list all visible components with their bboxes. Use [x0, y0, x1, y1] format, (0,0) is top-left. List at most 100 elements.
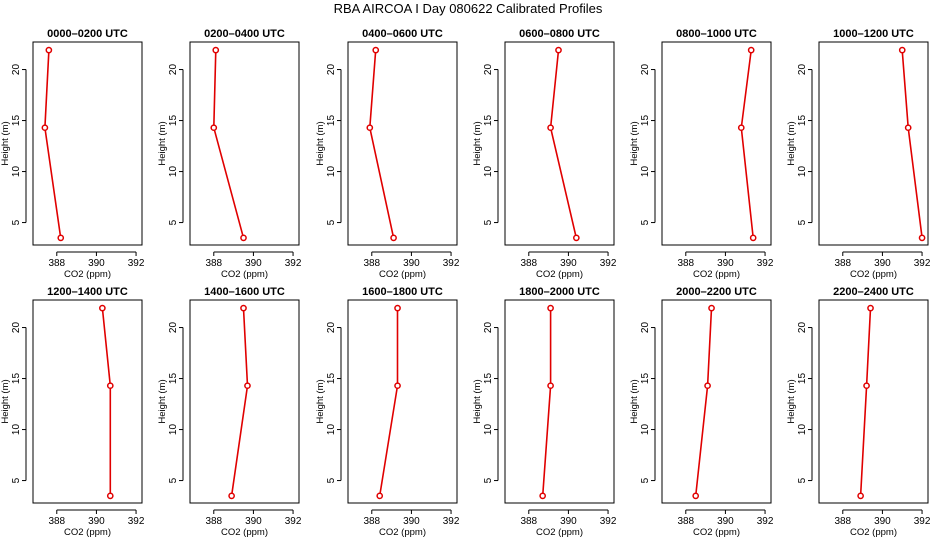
- panel-3: 0400–0600 UTC 388 390 392 CO2 (ppm) 5 10 15 20 He…: [315, 28, 460, 280]
- y-tick-label: 5: [11, 477, 22, 483]
- x-tick-label: 390: [245, 258, 262, 269]
- panel-4: 0600–0800 UTC 388 390 392 CO2 (ppm) 5 10 15 20 He…: [472, 28, 617, 280]
- x-axis-label: CO2 (ppm): [693, 527, 740, 538]
- x-tick-label: 392: [757, 516, 774, 527]
- plot-frame: [504, 41, 615, 246]
- data-point: [57, 234, 65, 242]
- y-axis-label: Height (m): [157, 379, 168, 423]
- series-line: [740, 50, 754, 238]
- x-tick-label: 392: [128, 258, 145, 269]
- y-tick-label: 10: [11, 424, 22, 436]
- data-point: [747, 46, 755, 54]
- y-tick-label: 15: [640, 373, 651, 385]
- panel-title: 1600–1800 UTC: [362, 286, 443, 298]
- series-line: [378, 308, 399, 497]
- x-tick-label: 388: [834, 516, 851, 527]
- y-tick-label: 10: [797, 424, 808, 436]
- panel-5: 0800–1000 UTC 388 390 392 CO2 (ppm) 5 10 15 20 He…: [629, 28, 774, 280]
- y-tick-label: 20: [11, 322, 22, 334]
- y-tick-label: 15: [168, 115, 179, 127]
- plot-frame: [661, 299, 772, 504]
- series-line: [901, 50, 923, 239]
- y-tick-label: 10: [326, 424, 337, 436]
- x-tick-label: 392: [600, 516, 617, 527]
- panel-title: 0000–0200 UTC: [47, 28, 128, 40]
- series-line: [368, 50, 395, 239]
- data-point: [210, 124, 218, 132]
- panel-7: 1200–1400 UTC 388 390 392 CO2 (ppm) 5 10 15 20 He…: [0, 286, 145, 538]
- data-point: [106, 492, 114, 500]
- panel-title: 0400–0600 UTC: [362, 28, 443, 40]
- y-tick-label: 20: [797, 64, 808, 76]
- x-tick-label: 390: [88, 258, 105, 269]
- panel-grid: 0000–0200 UTC 388 390 392 CO2 (ppm) 5 10 15 20 He…: [0, 28, 931, 538]
- y-tick-label: 5: [11, 219, 22, 225]
- x-axis-label: CO2 (ppm): [693, 269, 740, 280]
- y-tick-label: 5: [483, 219, 494, 225]
- panel-title: 0800–1000 UTC: [676, 28, 757, 40]
- x-axis-label: CO2 (ppm): [850, 527, 897, 538]
- x-tick-label: 390: [560, 516, 577, 527]
- y-tick-label: 5: [640, 219, 651, 225]
- figure-title: RBA AIRCOA I Day 080622 Calibrated Profi…: [334, 1, 603, 16]
- data-point: [708, 304, 715, 312]
- data-point: [244, 382, 251, 390]
- y-tick-label: 5: [483, 477, 494, 483]
- data-point: [692, 492, 700, 500]
- x-tick-label: 388: [363, 258, 380, 269]
- series-line: [212, 50, 245, 239]
- data-point: [572, 234, 580, 242]
- panel-title: 1000–1200 UTC: [833, 28, 914, 40]
- plot-frame: [818, 41, 929, 246]
- y-tick-label: 10: [168, 166, 179, 178]
- plot-frame: [189, 299, 300, 504]
- data-point: [228, 492, 235, 500]
- x-tick-label: 390: [717, 258, 734, 269]
- data-point: [704, 382, 711, 390]
- panel-title: 1400–1600 UTC: [204, 286, 285, 298]
- y-tick-label: 10: [326, 166, 337, 178]
- x-tick-label: 390: [245, 516, 262, 527]
- series-line: [694, 308, 713, 496]
- y-tick-label: 20: [168, 64, 179, 76]
- x-tick-label: 392: [285, 516, 302, 527]
- series-line: [101, 308, 112, 496]
- x-tick-label: 392: [914, 516, 931, 527]
- y-tick-label: 10: [168, 424, 179, 436]
- y-tick-label: 5: [797, 477, 808, 483]
- y-tick-label: 15: [483, 373, 494, 385]
- data-point: [372, 46, 380, 54]
- y-axis-label: Height (m): [315, 121, 326, 165]
- data-point: [737, 124, 745, 132]
- data-point: [390, 234, 397, 242]
- y-tick-label: 15: [168, 373, 179, 385]
- y-tick-label: 20: [326, 64, 337, 76]
- x-tick-label: 388: [677, 516, 694, 527]
- data-point: [547, 304, 554, 312]
- y-tick-label: 15: [483, 115, 494, 127]
- y-axis-label: Height (m): [629, 121, 640, 165]
- x-tick-label: 388: [363, 516, 380, 527]
- plot-frame: [189, 41, 300, 246]
- y-tick-label: 5: [326, 219, 337, 225]
- plot-frame: [504, 299, 615, 504]
- panel-title: 0600–0800 UTC: [519, 28, 600, 40]
- data-point: [41, 124, 49, 132]
- data-point: [904, 124, 912, 132]
- y-axis-label: Height (m): [786, 121, 797, 165]
- x-axis-label: CO2 (ppm): [221, 527, 268, 538]
- y-tick-label: 5: [797, 219, 808, 225]
- x-tick-label: 392: [128, 516, 145, 527]
- data-point: [240, 234, 247, 242]
- plot-frame: [347, 299, 458, 504]
- y-tick-label: 20: [797, 322, 808, 334]
- y-tick-label: 5: [168, 219, 179, 225]
- y-tick-label: 20: [326, 322, 337, 334]
- y-axis-label: Height (m): [786, 379, 797, 423]
- y-axis-label: Height (m): [472, 379, 483, 423]
- data-point: [898, 46, 906, 54]
- x-tick-label: 388: [677, 258, 694, 269]
- y-tick-label: 20: [640, 64, 651, 76]
- plot-frame: [661, 41, 772, 246]
- y-axis-label: Height (m): [472, 121, 483, 165]
